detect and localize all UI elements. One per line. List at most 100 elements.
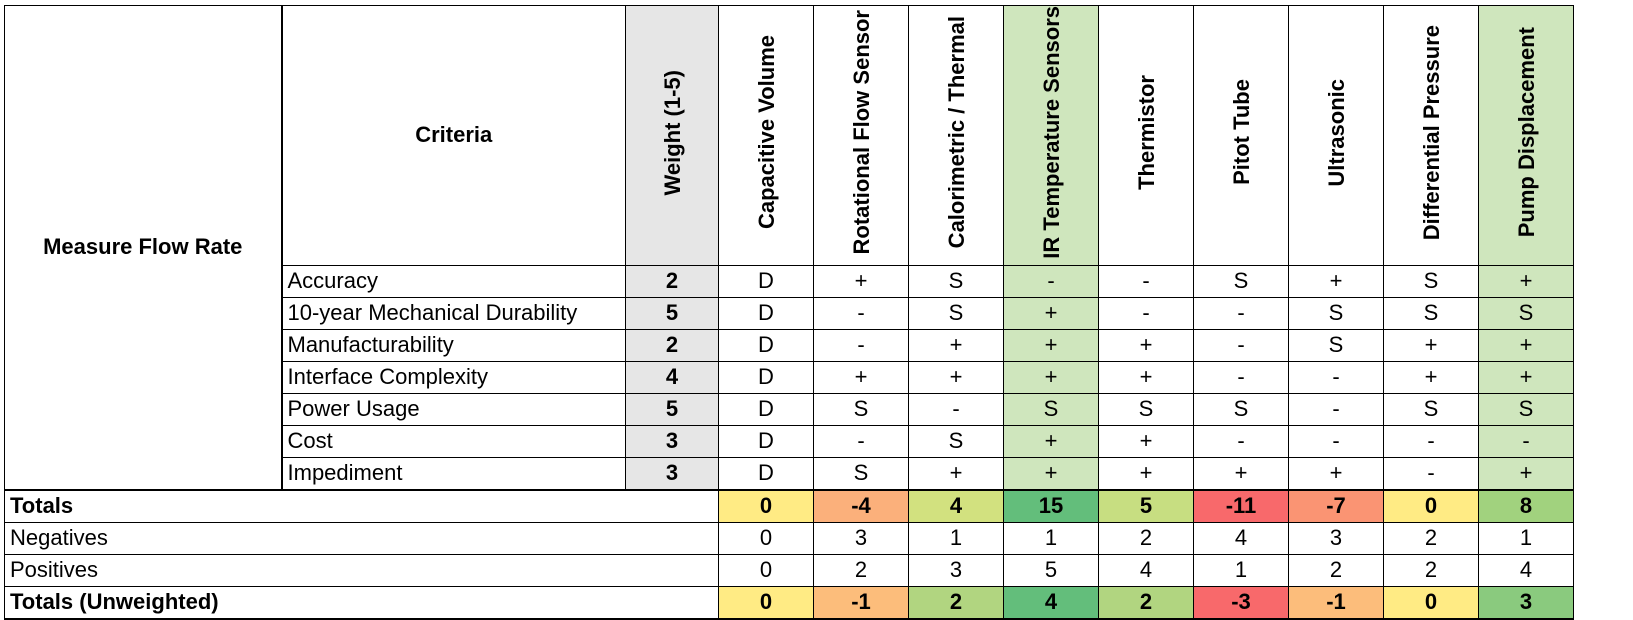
- totals-row: Totals 0 -4 4 15 5 -11 -7 0 8: [4, 488, 1574, 523]
- rating-cell: -: [813, 424, 909, 458]
- criteria-name: Cost: [281, 424, 626, 458]
- rating-cell: +: [813, 360, 909, 394]
- total-cell: 2: [908, 585, 1004, 620]
- count-cell: 4: [1098, 553, 1194, 587]
- total-cell: -4: [813, 488, 909, 523]
- total-cell: 0: [718, 585, 814, 620]
- rating-cell: D: [718, 296, 814, 330]
- rating-cell: +: [1098, 360, 1194, 394]
- rating-cell: S: [813, 392, 909, 426]
- total-cell: -7: [1288, 488, 1384, 523]
- option-name: Ultrasonic: [1323, 78, 1349, 187]
- rating-cell: -: [813, 296, 909, 330]
- count-cell: 2: [1383, 521, 1479, 555]
- rating-cell: S: [1288, 296, 1384, 330]
- rating-cell: D: [718, 424, 814, 458]
- criteria-header: Criteria: [281, 5, 626, 266]
- option-name: Pitot Tube: [1228, 79, 1254, 186]
- option-header: IR Temperature Sensors: [1003, 5, 1099, 266]
- positives-row-label: Positives: [4, 553, 719, 587]
- count-cell: 1: [1193, 553, 1289, 587]
- count-cell: 3: [813, 521, 909, 555]
- total-cell: 0: [718, 488, 814, 523]
- criteria-name: Power Usage: [281, 392, 626, 426]
- rating-cell: +: [908, 456, 1004, 491]
- option-header: Pump Displacement: [1478, 5, 1574, 266]
- totals-row-label: Totals: [4, 488, 719, 523]
- rating-cell: +: [1383, 328, 1479, 362]
- count-cell: 1: [1478, 521, 1574, 555]
- count-cell: 2: [813, 553, 909, 587]
- rating-cell: -: [1193, 424, 1289, 458]
- rating-cell: +: [1193, 456, 1289, 491]
- rating-cell: D: [718, 264, 814, 298]
- criteria-name: 10-year Mechanical Durability: [281, 296, 626, 330]
- rating-cell: D: [718, 456, 814, 491]
- weight-value: 3: [625, 424, 719, 458]
- weight-value: 5: [625, 392, 719, 426]
- rating-cell: -: [1288, 392, 1384, 426]
- option-header: Capacitive Volume: [718, 5, 814, 266]
- total-cell: 4: [1003, 585, 1099, 620]
- rating-cell: S: [1383, 264, 1479, 298]
- option-name: Pump Displacement: [1513, 27, 1539, 238]
- weight-header: Weight (1-5): [625, 5, 719, 266]
- rating-cell: S: [908, 296, 1004, 330]
- rating-cell: S: [1193, 264, 1289, 298]
- rating-cell: D: [718, 360, 814, 394]
- count-cell: 4: [1478, 553, 1574, 587]
- rating-cell: +: [813, 264, 909, 298]
- rating-cell: S: [1098, 392, 1194, 426]
- option-name: IR Temperature Sensors: [1038, 6, 1064, 259]
- rating-cell: S: [1478, 296, 1574, 330]
- option-header: Ultrasonic: [1288, 5, 1384, 266]
- option-header: Pitot Tube: [1193, 5, 1289, 266]
- total-cell: 2: [1098, 585, 1194, 620]
- rating-cell: +: [1288, 456, 1384, 491]
- criteria-name: Accuracy: [281, 264, 626, 298]
- rating-cell: -: [1383, 424, 1479, 458]
- rating-cell: D: [718, 392, 814, 426]
- total-cell: 0: [1383, 488, 1479, 523]
- criteria-name: Manufacturability: [281, 328, 626, 362]
- option-name: Differential Pressure: [1418, 24, 1444, 240]
- rating-cell: -: [1288, 424, 1384, 458]
- count-cell: 2: [1383, 553, 1479, 587]
- unweighted-totals-row: Totals (Unweighted) 0 -1 2 4 2 -3 -1 0 3: [4, 585, 1574, 620]
- total-cell: 15: [1003, 488, 1099, 523]
- rating-cell: S: [1003, 392, 1099, 426]
- total-cell: 8: [1478, 488, 1574, 523]
- criteria-row: Manufacturability 2 D - + + + - S + +: [5, 328, 1574, 362]
- weight-value: 5: [625, 296, 719, 330]
- count-cell: 5: [1003, 553, 1099, 587]
- criteria-name: Interface Complexity: [281, 360, 626, 394]
- total-cell: 0: [1383, 585, 1479, 620]
- rating-cell: +: [1003, 424, 1099, 458]
- count-cell: 0: [718, 521, 814, 555]
- option-header: Thermistor: [1098, 5, 1194, 266]
- option-header: Differential Pressure: [1383, 5, 1479, 266]
- rating-cell: S: [908, 424, 1004, 458]
- rating-cell: -: [1383, 456, 1479, 491]
- rating-cell: -: [908, 392, 1004, 426]
- rating-cell: +: [1098, 456, 1194, 491]
- option-name: Rotational Flow Sensor: [848, 10, 874, 255]
- criteria-name: Impediment: [281, 456, 626, 491]
- rating-cell: +: [1098, 328, 1194, 362]
- rating-cell: +: [1098, 424, 1194, 458]
- rating-cell: S: [908, 264, 1004, 298]
- option-header: Calorimetric / Thermal: [908, 5, 1004, 266]
- rating-cell: S: [1383, 392, 1479, 426]
- rating-cell: +: [1003, 296, 1099, 330]
- rating-cell: S: [1383, 296, 1479, 330]
- count-cell: 4: [1193, 521, 1289, 555]
- option-name: Thermistor: [1133, 74, 1159, 190]
- rating-cell: +: [1478, 328, 1574, 362]
- decision-matrix-table: Measure Flow Rate Criteria Weight (1-5) Cap…: [4, 4, 1574, 620]
- total-cell: -3: [1193, 585, 1289, 620]
- weight-value: 2: [625, 328, 719, 362]
- total-cell: -11: [1193, 488, 1289, 523]
- weight-header-label: Weight (1-5): [659, 69, 685, 196]
- rating-cell: -: [1478, 424, 1574, 458]
- count-cell: 2: [1288, 553, 1384, 587]
